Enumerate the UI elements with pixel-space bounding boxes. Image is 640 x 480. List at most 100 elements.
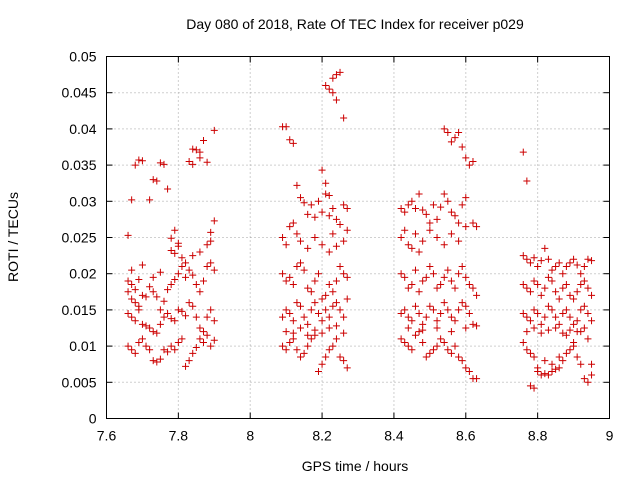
- data-point: [415, 190, 423, 198]
- data-point: [530, 306, 538, 314]
- data-point: [444, 197, 452, 205]
- data-point: [286, 338, 294, 346]
- data-point: [185, 266, 193, 274]
- data-point: [336, 220, 344, 228]
- data-point: [573, 261, 581, 269]
- data-point: [203, 158, 211, 166]
- data-point: [329, 342, 337, 350]
- data-point: [555, 353, 563, 361]
- data-point: [415, 288, 423, 296]
- data-point: [318, 329, 326, 337]
- data-point: [174, 338, 182, 346]
- data-point: [182, 259, 190, 267]
- data-point: [437, 335, 445, 343]
- data-point: [408, 346, 416, 354]
- data-point: [447, 208, 455, 216]
- data-point: [526, 349, 534, 357]
- data-point: [562, 331, 570, 339]
- data-point: [336, 262, 344, 270]
- data-point: [526, 288, 534, 296]
- data-point: [207, 342, 215, 350]
- data-point: [433, 317, 441, 325]
- data-point: [415, 248, 423, 256]
- data-point: [189, 145, 197, 153]
- y-tick-label: 0.035: [61, 157, 96, 173]
- data-point: [322, 81, 330, 89]
- data-point: [196, 288, 204, 296]
- data-point: [437, 281, 445, 289]
- data-point: [171, 317, 179, 325]
- data-point: [174, 306, 182, 314]
- data-point: [304, 210, 312, 218]
- data-point: [185, 357, 193, 365]
- data-point: [128, 313, 136, 321]
- data-point: [182, 273, 190, 281]
- data-point: [167, 234, 175, 242]
- data-point: [455, 237, 463, 245]
- data-point: [307, 288, 315, 296]
- data-point: [286, 136, 294, 144]
- data-point: [548, 266, 556, 274]
- data-point: [559, 270, 567, 278]
- data-point: [408, 317, 416, 325]
- data-point: [203, 313, 211, 321]
- data-point: [286, 273, 294, 281]
- data-point: [552, 262, 560, 270]
- data-point: [340, 270, 348, 278]
- data-point: [325, 324, 333, 332]
- data-point: [562, 281, 570, 289]
- data-point: [433, 342, 441, 350]
- data-point: [462, 223, 470, 231]
- data-point: [411, 205, 419, 213]
- data-point: [293, 230, 301, 238]
- data-point: [322, 179, 330, 187]
- data-point: [131, 349, 139, 357]
- data-point: [203, 331, 211, 339]
- x-tick-label: 8.4: [384, 428, 404, 444]
- data-point: [401, 338, 409, 346]
- data-point: [142, 322, 150, 330]
- data-point: [523, 346, 531, 354]
- y-axis-title: ROTI / TECUs: [5, 192, 21, 282]
- data-point: [293, 346, 301, 354]
- data-point: [451, 317, 459, 325]
- data-point: [462, 273, 470, 281]
- data-point: [167, 342, 175, 350]
- data-point: [440, 273, 448, 281]
- data-point: [559, 310, 567, 318]
- data-point: [426, 302, 434, 310]
- data-point: [465, 310, 473, 318]
- data-point: [465, 161, 473, 169]
- data-point: [419, 326, 427, 334]
- data-point: [562, 306, 570, 314]
- data-point: [422, 273, 430, 281]
- data-point: [562, 349, 570, 357]
- data-point: [401, 273, 409, 281]
- y-tick-label: 0.015: [61, 302, 96, 318]
- data-point: [541, 357, 549, 365]
- data-point: [447, 349, 455, 357]
- data-point: [473, 223, 481, 231]
- data-point: [192, 281, 200, 289]
- data-point: [577, 270, 585, 278]
- data-point: [588, 257, 596, 265]
- data-point: [530, 277, 538, 285]
- data-point: [526, 259, 534, 267]
- data-point: [473, 375, 481, 383]
- data-point: [153, 329, 161, 337]
- data-points: [124, 68, 596, 392]
- data-point: [411, 302, 419, 310]
- data-point: [588, 317, 596, 325]
- data-point: [322, 306, 330, 314]
- data-point: [146, 346, 154, 354]
- data-point: [573, 288, 581, 296]
- data-point: [160, 160, 168, 168]
- data-point: [559, 357, 567, 365]
- data-point: [196, 335, 204, 343]
- data-point: [304, 284, 312, 292]
- data-point: [447, 328, 455, 336]
- data-point: [404, 201, 412, 209]
- data-point: [189, 160, 197, 168]
- data-point: [174, 242, 182, 250]
- data-point: [200, 338, 208, 346]
